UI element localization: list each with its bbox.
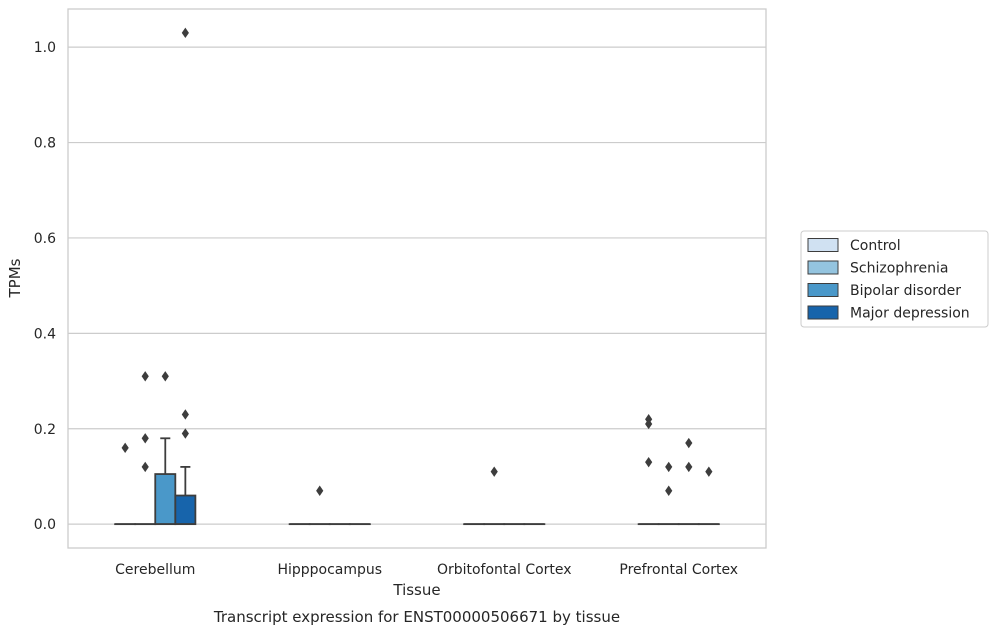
- box-body: [154, 473, 177, 526]
- boxes: [114, 437, 720, 526]
- y-tick-labels: 0.0 0.2 0.4 0.6 0.8 1.0: [34, 40, 56, 533]
- x-tick-label: Prefrontal Cortex: [619, 562, 738, 578]
- outlier-point: [181, 428, 189, 439]
- box-element: [174, 466, 197, 526]
- box-body: [174, 494, 197, 526]
- legend-swatch: [807, 260, 839, 275]
- outlier-point: [316, 485, 324, 496]
- outlier-point: [665, 485, 673, 496]
- outlier-point: [141, 433, 149, 444]
- outlier-point: [685, 461, 693, 473]
- y-tick-label: 0.8: [34, 136, 56, 152]
- legend-items: Control Schizophrenia Bipolar disorder Majo…: [807, 238, 970, 322]
- legend-swatch: [807, 238, 839, 252]
- outlier-point: [181, 27, 189, 39]
- chart-caption: Transcript expression for ENST0000050667…: [213, 608, 620, 626]
- gridlines: [68, 46, 766, 525]
- y-tick-label: 0.4: [34, 326, 56, 342]
- outlier-point: [685, 437, 693, 449]
- legend-label: Schizophrenia: [850, 261, 948, 277]
- outlier-point: [161, 371, 169, 382]
- outlier-point: [141, 371, 149, 382]
- y-axis-title: TPMs: [6, 258, 24, 298]
- plot-area-frame: [67, 8, 767, 549]
- legend: Control Schizophrenia Bipolar disorder Majo…: [800, 230, 989, 328]
- outlier-point: [490, 466, 498, 477]
- legend-label: Bipolar disorder: [850, 283, 961, 299]
- x-tick-label: Orbitofontal Cortex: [437, 562, 572, 578]
- outlier-point: [141, 461, 149, 473]
- outlier-point: [181, 409, 189, 420]
- legend-label: Major depression: [850, 306, 970, 322]
- x-axis-title: Tissue: [392, 581, 440, 599]
- y-tick-label: 1.0: [34, 40, 56, 56]
- box-element: [154, 437, 177, 526]
- outliers: [121, 27, 713, 496]
- outlier-point: [645, 418, 653, 430]
- x-tick-label: Cerebellum: [115, 562, 195, 578]
- y-tick-label: 0.2: [34, 422, 56, 438]
- x-tick-labels: Cerebellum Hipppocampus Orbitofontal Corte…: [115, 562, 738, 578]
- x-tick-label: Hipppocampus: [277, 562, 382, 578]
- legend-swatch: [807, 305, 839, 320]
- legend-swatch: [807, 283, 839, 297]
- y-tick-label: 0.0: [34, 517, 56, 533]
- outlier-point: [705, 466, 713, 477]
- outlier-point: [645, 456, 653, 468]
- outlier-point: [665, 461, 673, 473]
- legend-label: Control: [850, 238, 901, 254]
- legend-frame: [800, 230, 989, 328]
- y-tick-label: 0.6: [34, 231, 56, 247]
- outlier-point: [121, 442, 129, 454]
